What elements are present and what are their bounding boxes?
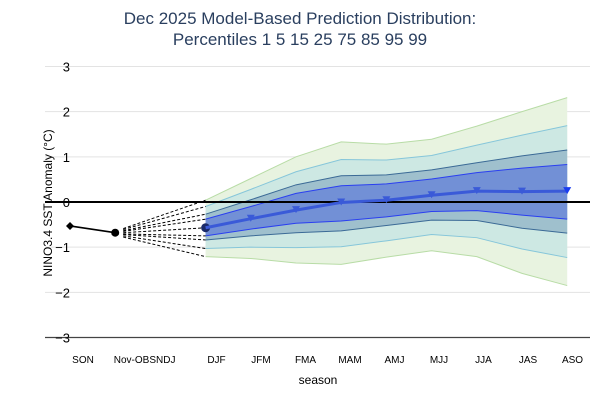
- dashed-connector: [123, 218, 206, 232]
- median-marker: [472, 187, 481, 195]
- median-marker: [246, 214, 255, 222]
- dashed-connector: [123, 213, 206, 232]
- y-tick-label: −2: [55, 285, 70, 300]
- line-p15: [205, 219, 568, 241]
- line-p95: [205, 125, 568, 207]
- observed-series: [66, 199, 211, 258]
- observed-line: [69, 225, 116, 234]
- y-tick-label: 3: [63, 59, 70, 74]
- line-p5: [205, 234, 568, 259]
- observed-point: [66, 221, 74, 230]
- x-tick-label: DJF: [207, 355, 225, 366]
- median-series: [205, 187, 572, 230]
- median-marker: [518, 187, 526, 195]
- dashed-connector: [123, 206, 206, 231]
- median-marker: [563, 187, 572, 195]
- x-axis-ticks: SON Nov-OBS NDJ DJF JFM FMA MAM AMJ MJJ JJA JAS ASO: [72, 355, 583, 366]
- line-p1: [205, 250, 568, 287]
- dashed-connector: [123, 234, 206, 241]
- y-tick-label: −1: [55, 240, 70, 255]
- x-tick-label: JFM: [251, 355, 270, 366]
- x-tick-label: JAS: [519, 355, 538, 366]
- x-tick-label: NDJ: [156, 355, 175, 366]
- median-marker: [427, 191, 436, 199]
- dashed-connector: [123, 227, 206, 234]
- x-axis-label: season: [299, 373, 338, 387]
- chart-subtitle: Percentiles 1 5 15 25 75 85 95 99: [173, 30, 427, 49]
- x-tick-label: FMA: [295, 355, 316, 366]
- x-tick-label: SON: [72, 355, 94, 366]
- dashed-connector: [123, 233, 206, 237]
- median-marker: [292, 206, 300, 214]
- dashed-connector: [123, 199, 206, 230]
- y-tick-label: 2: [63, 105, 70, 120]
- y-tick-label: 1: [63, 150, 70, 165]
- x-tick-label: Nov-OBS: [114, 355, 157, 366]
- line-p25: [205, 210, 568, 237]
- median-marker: [382, 196, 391, 204]
- median-marker: [337, 198, 346, 206]
- line-p99: [205, 97, 568, 201]
- x-tick-label: MAM: [338, 355, 361, 366]
- chart-title: Dec 2025 Model-Based Prediction Distribu…: [124, 9, 476, 28]
- dashed-connector: [123, 235, 206, 250]
- y-axis-label: NINO3.4 SST Anomaly (°C): [41, 129, 55, 276]
- percentile-lines: [205, 97, 568, 287]
- y-axis-ticks: 3210−1−2−3: [55, 59, 70, 345]
- y-tick-label: −3: [55, 331, 70, 346]
- x-tick-label: JJA: [475, 355, 492, 366]
- x-tick-label: ASO: [562, 355, 583, 366]
- dashed-connector: [123, 236, 206, 258]
- observed-point: [111, 228, 120, 237]
- x-tick-label: MJJ: [430, 355, 448, 366]
- line-p85: [205, 149, 568, 215]
- x-tick-label: AMJ: [385, 355, 405, 366]
